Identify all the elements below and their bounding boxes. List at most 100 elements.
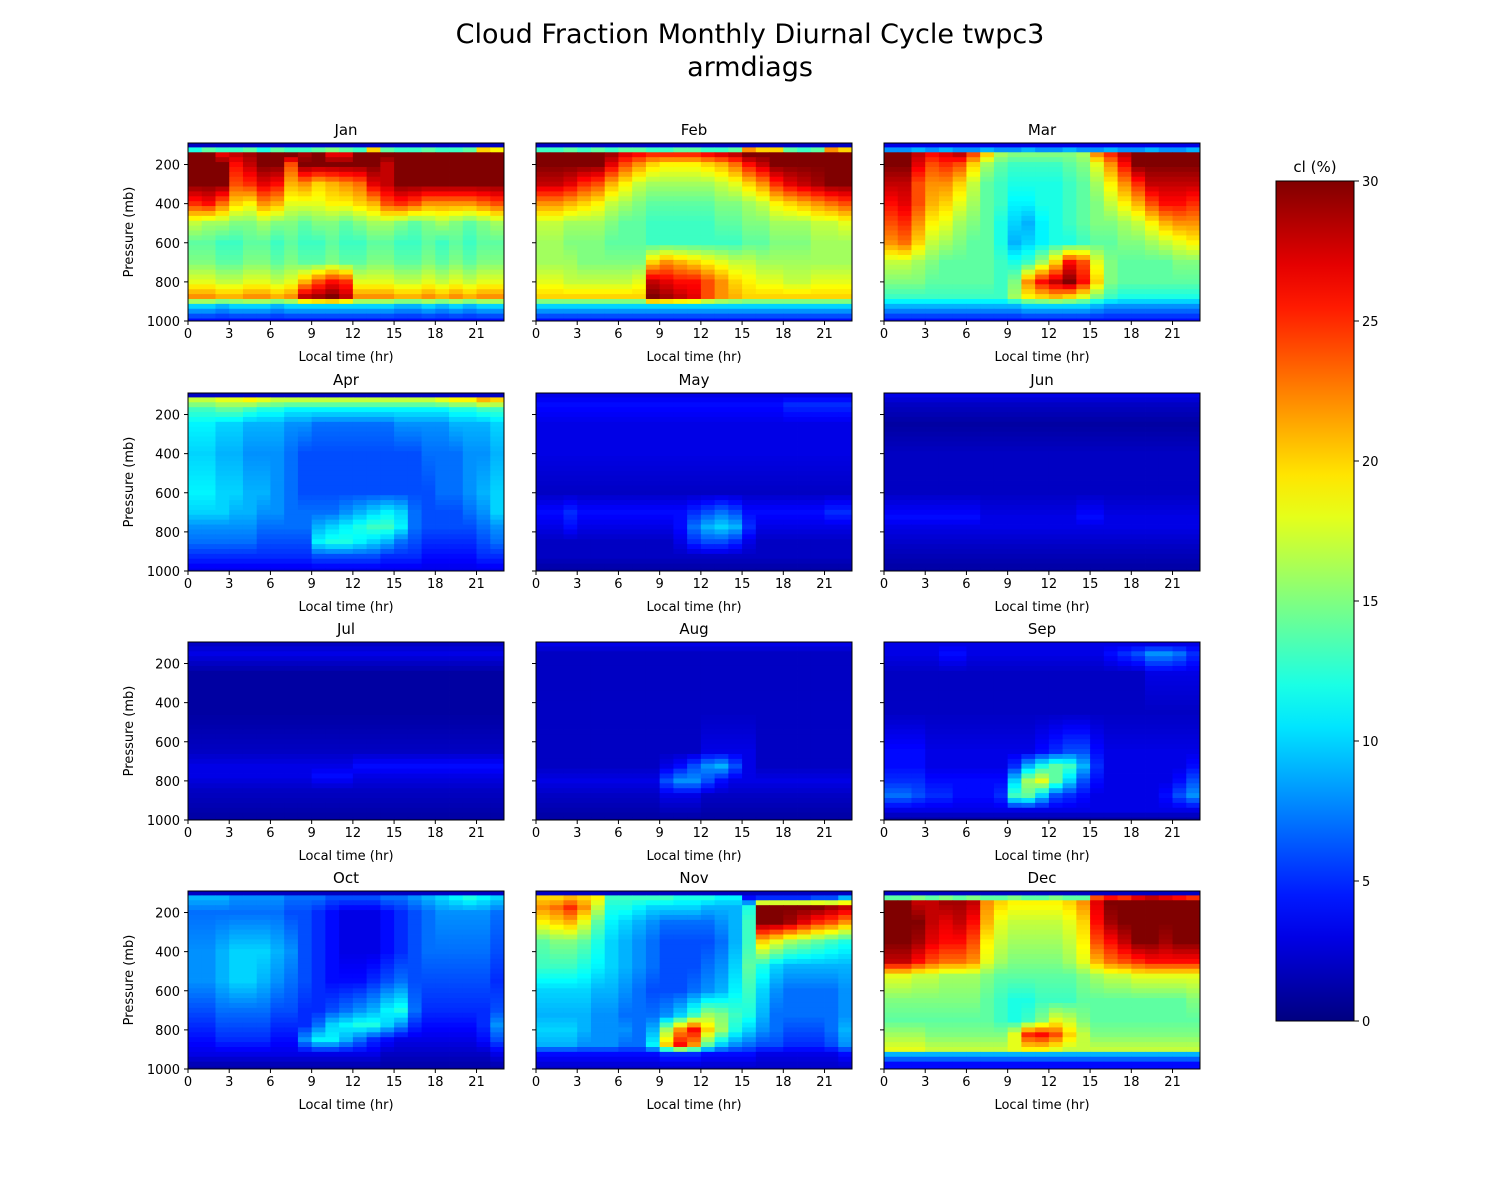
- heatmap-cell: [1145, 412, 1160, 418]
- heatmap-cell: [838, 210, 852, 217]
- heatmap-cell: [229, 196, 244, 202]
- heatmap-cell: [687, 524, 702, 530]
- heatmap-cell: [1062, 166, 1077, 173]
- heatmap-cell: [549, 480, 564, 486]
- heatmap-cell: [242, 441, 258, 447]
- heatmap-cell: [993, 166, 1009, 173]
- heatmap-cell: [838, 220, 852, 227]
- heatmap-cell: [352, 544, 368, 550]
- heatmap-cell: [270, 460, 285, 467]
- heatmap-cell: [742, 308, 757, 315]
- heatmap-cell: [1145, 181, 1160, 187]
- heatmap-cell: [728, 534, 743, 540]
- heatmap-cell: [618, 534, 633, 540]
- heatmap-cell: [270, 225, 285, 231]
- heatmap-cell: [536, 171, 551, 178]
- heatmap-cell: [325, 431, 340, 437]
- heatmap-cell: [270, 186, 285, 192]
- heatmap-cell: [421, 553, 436, 560]
- heatmap-cell: [284, 402, 299, 408]
- heatmap-cell: [563, 147, 578, 153]
- heatmap-cell: [563, 456, 578, 462]
- heatmap-cell: [188, 504, 203, 511]
- heatmap-cell: [604, 206, 619, 212]
- heatmap-cell: [421, 465, 436, 472]
- heatmap-cell: [325, 274, 340, 280]
- heatmap-cell: [618, 490, 633, 496]
- heatmap-cell: [659, 171, 674, 178]
- heatmap-cell: [645, 279, 661, 285]
- heatmap-cell: [838, 504, 852, 511]
- heatmap-cell: [476, 284, 491, 290]
- heatmap-cell: [769, 407, 784, 413]
- heatmap-cell: [563, 274, 578, 280]
- heatmap-cell: [421, 397, 436, 403]
- heatmap-cell: [435, 539, 450, 545]
- heatmap-cell: [188, 245, 203, 251]
- heatmap-cell: [311, 504, 326, 511]
- heatmap-cell: [215, 558, 230, 565]
- heatmap-cell: [769, 431, 784, 437]
- heatmap-cell: [1172, 191, 1187, 197]
- heatmap-cell: [352, 147, 368, 153]
- heatmap-cell: [407, 441, 422, 447]
- heatmap-cell: [577, 147, 592, 153]
- heatmap-cell: [1007, 456, 1022, 462]
- heatmap-cell: [632, 446, 647, 452]
- heatmap-cell: [884, 495, 899, 501]
- heatmap-cell: [1062, 509, 1077, 516]
- heatmap-cell: [632, 152, 647, 158]
- heatmap-cell: [769, 480, 784, 486]
- heatmap-cell: [284, 166, 299, 173]
- heatmap-cell: [728, 264, 743, 271]
- heatmap-cell: [201, 393, 216, 398]
- heatmap-cell: [810, 544, 825, 550]
- heatmap-cell: [1048, 143, 1064, 148]
- heatmap-cell: [476, 519, 491, 525]
- heatmap-cell: [536, 235, 551, 241]
- heatmap-cell: [476, 225, 491, 231]
- heatmap-cell: [618, 259, 633, 266]
- heatmap-cell: [1062, 431, 1077, 437]
- heatmap-cell: [645, 402, 661, 408]
- heatmap-cell: [297, 421, 313, 428]
- heatmap-cell: [215, 254, 230, 261]
- x-tick-label: 3: [921, 327, 929, 342]
- heatmap-cell: [1007, 441, 1022, 447]
- heatmap-cell: [824, 475, 839, 481]
- heatmap-cell: [1103, 504, 1118, 511]
- heatmap-cell: [1172, 313, 1187, 319]
- heatmap-cell: [201, 206, 216, 212]
- heatmap-cell: [645, 558, 661, 565]
- heatmap-cell: [490, 475, 504, 481]
- heatmap-cell: [993, 509, 1009, 516]
- heatmap-cell: [632, 274, 647, 280]
- heatmap-cell: [490, 490, 504, 496]
- heatmap-cell: [980, 412, 995, 418]
- heatmap-cell: [673, 206, 688, 212]
- x-tick-label: 9: [308, 577, 316, 592]
- heatmap-cell: [256, 269, 271, 275]
- heatmap-cell: [1103, 191, 1118, 197]
- heatmap-cell: [1007, 397, 1022, 403]
- heatmap-cell: [325, 393, 340, 398]
- heatmap-cell: [952, 298, 967, 305]
- heatmap-cell: [242, 152, 258, 158]
- heatmap-cell: [1035, 456, 1050, 462]
- heatmap-cell: [201, 240, 216, 246]
- heatmap-cell: [188, 303, 203, 310]
- heatmap-cell: [783, 544, 798, 550]
- heatmap-cell: [394, 456, 409, 462]
- heatmap-cell: [938, 279, 954, 285]
- heatmap-cell: [339, 509, 354, 516]
- heatmap-cell: [1007, 495, 1022, 501]
- heatmap-cell: [618, 485, 633, 491]
- heatmap-cell: [714, 421, 729, 428]
- heatmap-cell: [797, 152, 812, 158]
- heatmap-cell: [824, 509, 839, 516]
- heatmap-cell: [1076, 313, 1091, 319]
- heatmap-cell: [1172, 264, 1187, 271]
- heatmap-cell: [380, 548, 395, 555]
- heatmap-cell: [201, 446, 216, 452]
- heatmap-cell: [783, 465, 798, 472]
